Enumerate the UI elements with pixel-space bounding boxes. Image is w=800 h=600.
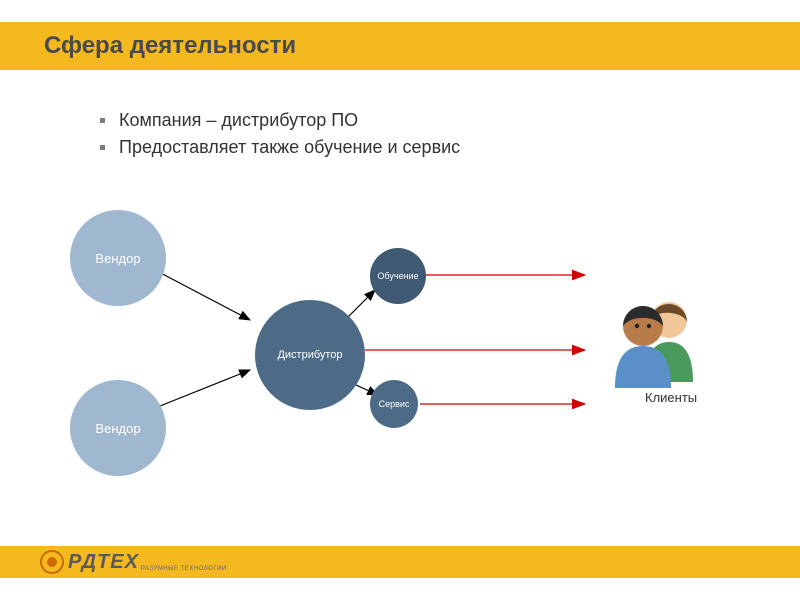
logo: РДТЕХ РАЗУМНЫЕ ТЕХНОЛОГИИ	[40, 550, 227, 574]
node-vendor2: Вендор	[70, 380, 166, 476]
slide: Сфера деятельности Компания – дистрибуто…	[0, 0, 800, 600]
clients-icon	[615, 302, 693, 388]
clients-label: Клиенты	[645, 390, 697, 405]
node-vendor1: Вендор	[70, 210, 166, 306]
node-serv: Сервис	[370, 380, 418, 428]
logo-text: РДТЕХ	[68, 551, 139, 574]
node-dist: Дистрибутор	[255, 300, 365, 410]
logo-subtext: РАЗУМНЫЕ ТЕХНОЛОГИИ	[141, 566, 227, 572]
logo-icon	[40, 550, 64, 574]
diagram: Вендор Вендор ДистрибуторОбучение Сервис	[0, 0, 800, 600]
node-train: Обучение	[370, 248, 426, 304]
footer-bar: РДТЕХ РАЗУМНЫЕ ТЕХНОЛОГИИ	[0, 546, 800, 578]
